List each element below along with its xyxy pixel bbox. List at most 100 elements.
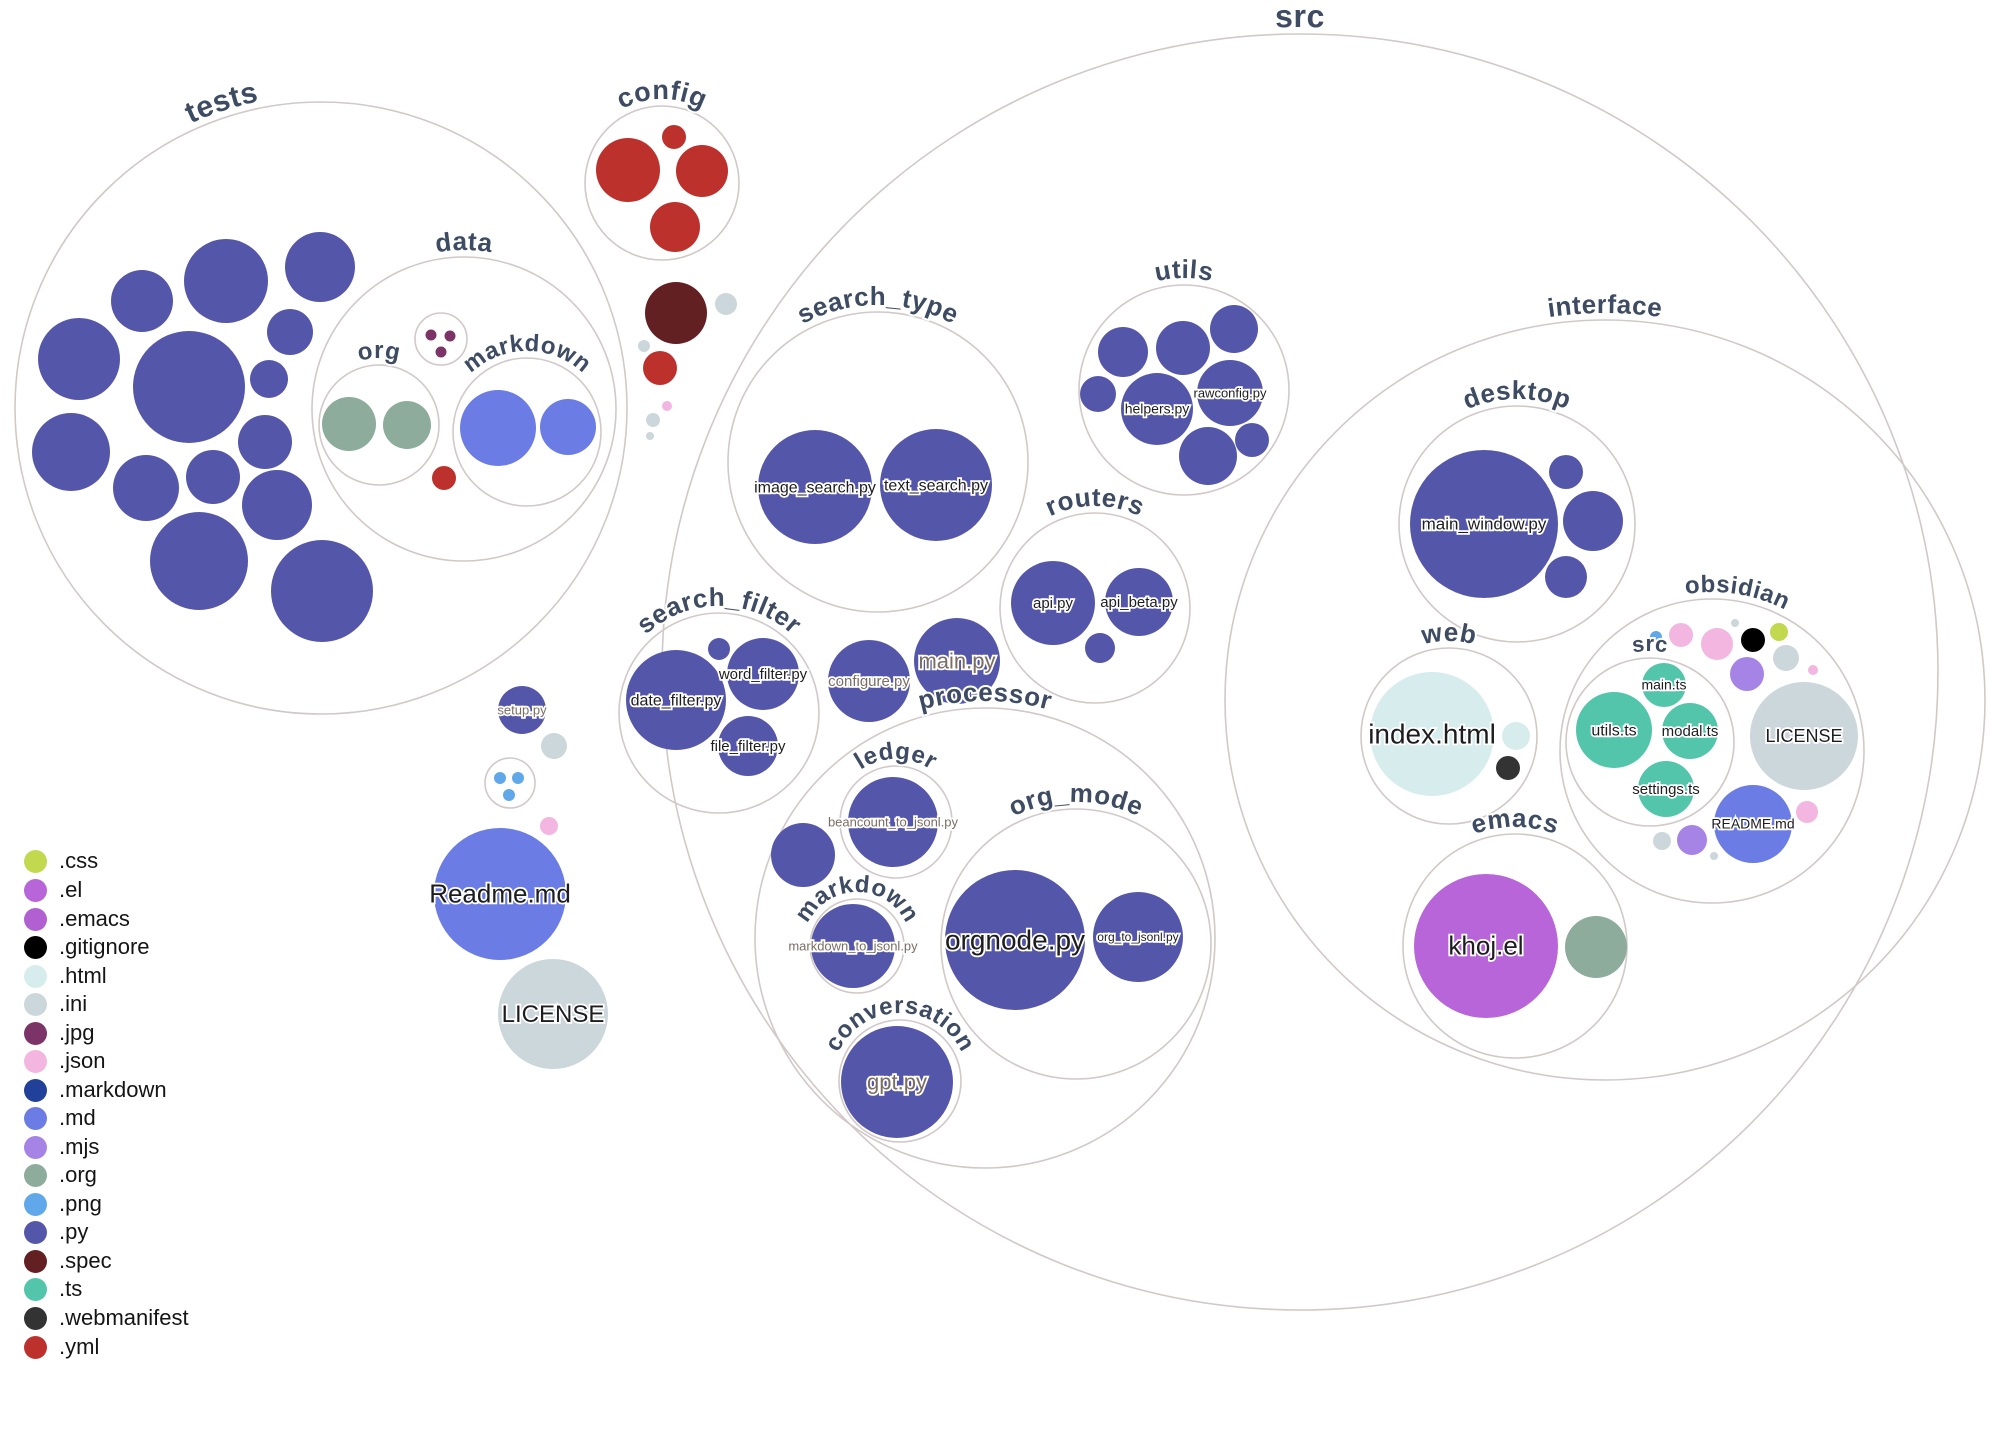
file-dot-webmanifest[interactable] [1496,756,1520,780]
file-dot-ini[interactable] [646,432,654,440]
dir-desktop[interactable] [1398,405,1636,643]
file-setup-py[interactable] [498,686,546,734]
file-word-filter-py[interactable] [727,638,799,710]
file-dot-py[interactable] [238,415,292,469]
file-dot-py[interactable] [250,360,288,398]
file-dot-png[interactable] [512,772,524,784]
file-license[interactable] [1750,682,1858,790]
file-orgnode-py[interactable] [945,870,1085,1010]
file-dot-jpg[interactable] [435,346,447,358]
file-dot-mjs[interactable] [1677,825,1707,855]
file-dot-py[interactable] [267,309,313,355]
file-license[interactable] [498,959,608,1069]
dir-markdown[interactable] [452,357,602,507]
file-dot-ini[interactable] [1731,619,1739,627]
file-api-py[interactable] [1011,561,1095,645]
dir-unnamed[interactable] [414,312,468,366]
dir-unnamed[interactable] [484,757,536,809]
file-dot-yml[interactable] [596,138,660,202]
file-dot-org[interactable] [383,401,431,449]
file-dot-py[interactable] [113,455,179,521]
file-dot-py[interactable] [186,450,240,504]
file-readme-md[interactable] [1714,785,1792,863]
file-dot-json[interactable] [1808,665,1818,675]
dir-org-mode[interactable] [940,808,1212,1080]
file-dot-py[interactable] [708,638,730,660]
file-dot-py[interactable] [271,540,373,642]
file-dot-py[interactable] [1549,455,1583,489]
dir-web[interactable] [1360,647,1538,825]
file-text-search-py[interactable] [880,429,992,541]
file-dot-jpg[interactable] [444,330,456,342]
file-dot-mjs[interactable] [1730,657,1764,691]
file-dot-yml[interactable] [650,202,700,252]
file-dot-ini[interactable] [1653,832,1671,850]
dir-emacs[interactable] [1402,833,1628,1059]
file-date-filter-py[interactable] [626,650,726,750]
file-dot-ini[interactable] [646,413,660,427]
file-dot-json[interactable] [540,817,558,835]
file-dot-py[interactable] [1563,491,1623,551]
file-main-ts[interactable] [1642,663,1686,707]
file-helpers-py[interactable] [1121,373,1193,445]
file-dot-py[interactable] [184,239,268,323]
file-dot-ini[interactable] [1773,645,1799,671]
dir-markdown[interactable] [809,898,905,994]
dir-conversation[interactable] [838,1019,962,1143]
file-dot-png[interactable] [503,789,515,801]
file-dot-json[interactable] [1669,623,1693,647]
file-dot-py[interactable] [1080,376,1116,412]
dir-data[interactable] [311,256,617,562]
file-main-window-py[interactable] [1410,450,1558,598]
file-dot-json[interactable] [1796,801,1818,823]
file-dot-yml[interactable] [643,351,677,385]
file-beancount-to-jsonl-py[interactable] [848,777,938,867]
dir-src[interactable] [1565,657,1735,827]
file-markdown-to-jsonl-py[interactable] [811,904,895,988]
file-readme-md[interactable] [434,828,566,960]
file-khoj-el[interactable] [1414,874,1558,1018]
file-image-search-py[interactable] [758,430,872,544]
file-dot-py[interactable] [1098,327,1148,377]
dir-obsidian[interactable] [1559,598,1865,904]
file-dot-py[interactable] [1085,633,1115,663]
file-dot-py[interactable] [1210,305,1258,353]
file-dot-md[interactable] [460,390,536,466]
file-dot-py[interactable] [111,270,173,332]
file-dot-png[interactable] [1650,631,1662,643]
file-dot-yml[interactable] [662,125,686,149]
file-dot-py[interactable] [1235,423,1269,457]
file-utils-ts[interactable] [1576,692,1652,768]
dir-routers[interactable] [999,512,1191,704]
file-dot-org[interactable] [1565,916,1627,978]
file-dot-py[interactable] [242,470,312,540]
file-dot-jpg[interactable] [425,329,437,341]
dir-search-filter[interactable] [618,612,820,814]
dir-tests[interactable] [14,101,628,715]
dir-org[interactable] [318,364,440,486]
dir-processor[interactable] [754,707,1216,1169]
file-dot-md[interactable] [540,399,596,455]
file-modal-ts[interactable] [1662,703,1718,759]
file-index-html[interactable] [1370,672,1494,796]
file-main-py[interactable] [914,618,1000,704]
file-org-to-jsonl-py[interactable] [1093,892,1183,982]
file-dot-py[interactable] [285,232,355,302]
file-dot-py[interactable] [32,413,110,491]
file-dot-ini[interactable] [638,340,650,352]
file-settings-ts[interactable] [1638,761,1694,817]
file-dot-yml[interactable] [676,145,728,197]
file-dot-json[interactable] [1701,628,1733,660]
file-dot-py[interactable] [1156,321,1210,375]
file-configure-py[interactable] [828,640,910,722]
file-dot-py[interactable] [1545,556,1587,598]
file-api-beta-py[interactable] [1105,568,1173,636]
dir-ledger[interactable] [839,765,953,879]
file-dot-py[interactable] [38,318,120,400]
file-dot-png[interactable] [494,772,506,784]
file-dot-ini[interactable] [1710,852,1718,860]
file-dot-py[interactable] [150,512,248,610]
file-dot-py[interactable] [1179,427,1237,485]
file-dot-py[interactable] [771,823,835,887]
file-dot-py[interactable] [133,331,245,443]
